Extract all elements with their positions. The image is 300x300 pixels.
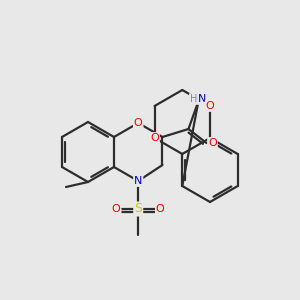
Text: S: S xyxy=(134,202,142,215)
Text: O: O xyxy=(156,204,165,214)
Text: N: N xyxy=(134,176,142,186)
Text: O: O xyxy=(208,138,217,148)
Text: O: O xyxy=(112,204,121,214)
Text: N: N xyxy=(198,94,207,104)
Text: O: O xyxy=(134,118,142,128)
Text: H: H xyxy=(190,94,197,104)
Text: O: O xyxy=(150,133,159,143)
Text: O: O xyxy=(206,101,214,111)
